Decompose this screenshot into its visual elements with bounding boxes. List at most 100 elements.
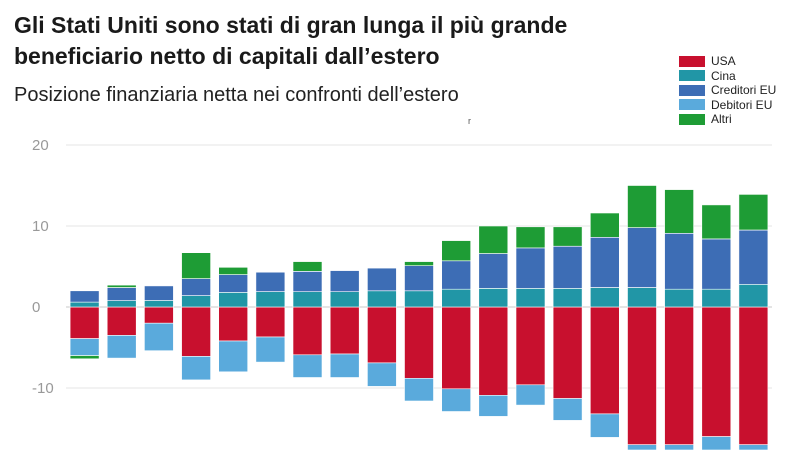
bar-segment-cina [367,290,397,308]
bar-segment-cina [441,288,472,308]
bar-segment-creditori-eu [218,274,248,293]
bar-segment-usa [181,306,211,357]
bar-segment-creditori-eu [404,265,434,292]
bar-segment-creditori-eu [552,246,583,289]
chart-subtitle: Posizione finanziaria netta nei confront… [14,84,459,106]
bar-segment-creditori-eu [144,285,174,301]
legend-swatch [679,99,705,111]
bar-segment-creditori-eu [255,271,286,292]
bar-segment-debitori-eu [701,436,732,450]
legend-swatch [679,70,705,82]
bar-segment-debitori-eu [441,388,472,412]
y-tick-label: 10 [32,218,49,235]
bar-segment-creditori-eu [478,253,509,289]
bar-segment-debitori-eu [627,444,657,450]
bar-segment-cina [701,288,732,308]
bar-segment-debitori-eu [329,353,360,378]
bar-segment-usa [218,306,248,342]
bar-segment-debitori-eu [367,362,397,387]
legend-label: Creditori EU [711,83,777,98]
legend: USA Cina Creditori EU Debitori EU Altri [679,54,776,127]
bar-segment-creditori-eu [738,229,769,285]
legend-swatch [679,84,705,96]
bar-segment-cina [404,290,434,308]
bar-segment-cina [106,300,137,308]
bar-segment-altri [515,226,546,249]
bar-segment-creditori-eu [106,287,137,301]
bar-segment-creditori-eu [292,271,323,292]
bar-segment-altri [218,266,248,275]
bar-segment-creditori-eu [181,278,211,296]
bar-segment-altri [627,185,657,228]
bar-segment-usa [701,306,732,437]
bar-segment-debitori-eu [738,444,769,450]
bar-segment-debitori-eu [106,335,137,359]
bar-segment-debitori-eu [515,384,546,406]
bar-segment-cina [589,287,620,308]
y-tick-label: -10 [32,380,54,397]
bar-segment-altri [478,225,509,254]
bar-segment-debitori-eu [292,354,323,378]
y-tick-label: 20 [32,137,49,154]
legend-item-debitori-eu: Debitori EU [679,98,776,113]
bar-segment-cina [181,295,211,308]
bar-segment-usa [329,306,360,355]
bar-segment-usa [367,306,397,364]
bar-segment-altri [292,261,323,272]
bar-segment-altri [701,204,732,240]
legend-label: Altri [711,112,732,127]
stray-mark: r [468,116,471,126]
bar-segment-usa [106,306,137,336]
bar-segment-usa [589,306,620,415]
bar-segment-debitori-eu [552,398,583,421]
bar-segment-usa [738,306,769,445]
bar-segment-debitori-eu [144,322,174,352]
legend-swatch [679,55,705,67]
bar-segment-altri [181,252,211,279]
bar-segment-creditori-eu [329,270,360,293]
bar-segment-creditori-eu [441,260,472,290]
bar-segment-usa [292,306,323,356]
bar-segment-altri [738,194,769,231]
bar-segment-creditori-eu [627,227,657,288]
bar-segment-usa [478,306,509,396]
bar-segment-cina [69,301,100,308]
bar-segment-usa [144,306,174,324]
bar-segment-creditori-eu [367,267,397,292]
bar-segment-debitori-eu [404,377,434,402]
legend-swatch [679,113,705,125]
bar-segment-debitori-eu [218,340,248,373]
bar-segment-usa [441,306,472,390]
bar-segment-debitori-eu [69,338,100,356]
legend-label: USA [711,54,736,69]
bar-segment-creditori-eu [515,247,546,289]
legend-item-cina: Cina [679,69,776,84]
bar-segment-cina [144,300,174,308]
bar-segment-cina [515,288,546,308]
bar-segment-debitori-eu [664,444,694,450]
bar-segment-usa [627,306,657,445]
bar-segment-creditori-eu [701,238,732,290]
bar-segment-altri [404,261,434,267]
bar-segment-usa [664,306,694,445]
bar-segment-altri [589,212,620,238]
bar-segment-cina [738,283,769,308]
bar-segment-creditori-eu [69,290,100,303]
legend-label: Debitori EU [711,97,773,112]
bar-segment-cina [292,291,323,308]
bar-segment-cina [329,291,360,308]
bar-segment-altri [106,284,137,288]
bar-segment-cina [255,291,286,308]
bar-segment-cina [664,288,694,308]
bar-segment-cina [627,287,657,308]
legend-item-creditori-eu: Creditori EU [679,83,776,98]
bar-segment-usa [255,306,286,338]
bar-segment-cina [478,288,509,308]
bar-segment-altri [552,226,583,247]
bar-segment-debitori-eu [478,394,509,417]
bar-segment-debitori-eu [255,336,286,363]
bar-segment-cina [218,292,248,308]
bar-segment-usa [515,306,546,386]
legend-item-altri: Altri [679,112,776,127]
